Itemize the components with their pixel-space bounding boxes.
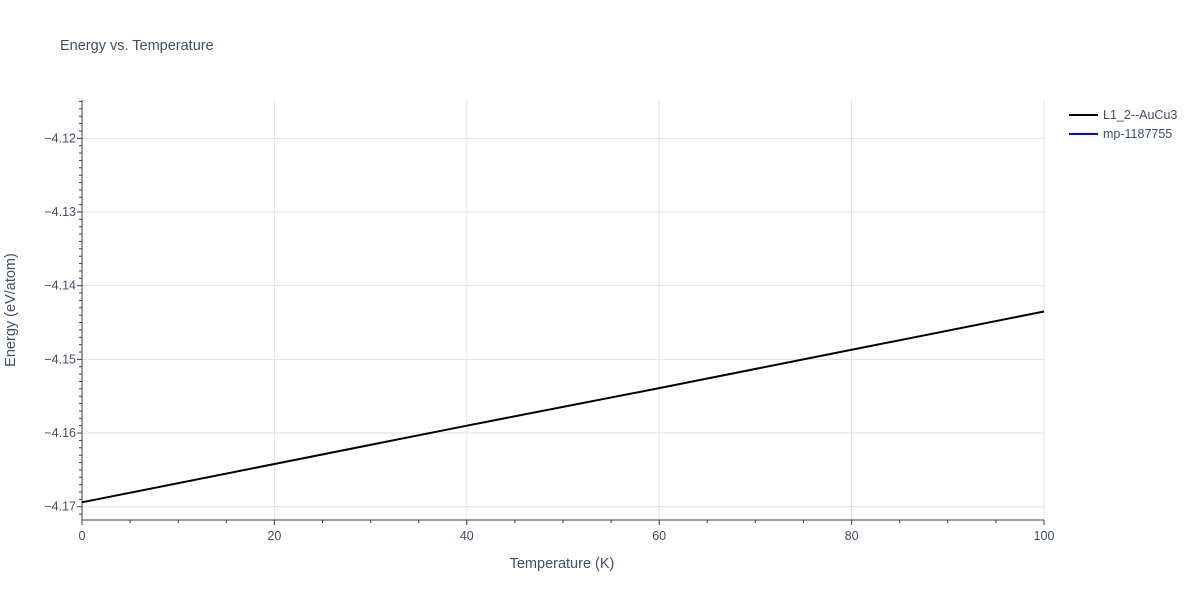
x-tick-label: 20 (267, 529, 281, 543)
x-tick-label: 80 (845, 529, 859, 543)
y-tick-label: −4.17 (44, 500, 76, 514)
y-axis-ticks: −4.17 −4.16 −4.15 −4.14 −4.13 −4.12 (44, 100, 82, 515)
chart-title: Energy vs. Temperature (60, 38, 214, 54)
y-tick-label: −4.12 (44, 131, 76, 145)
x-tick-label: 0 (79, 529, 86, 543)
x-axis-title: Temperature (K) (510, 556, 615, 572)
y-tick-label: −4.16 (44, 426, 76, 440)
y-tick-label: −4.15 (44, 352, 76, 366)
y-tick-label: −4.14 (44, 279, 76, 293)
grid-lines (82, 100, 1045, 520)
y-tick-label: −4.13 (44, 205, 76, 219)
legend-label: L1_2--AuCu3 (1103, 108, 1177, 122)
y-axis-title: Energy (eV/atom) (3, 253, 19, 367)
x-axis-ticks: 0 20 40 60 80 100 (79, 520, 1055, 543)
series-lines (81, 310, 1045, 504)
x-tick-label: 40 (460, 529, 474, 543)
x-tick-label: 100 (1034, 529, 1055, 543)
axes (81, 100, 1044, 521)
legend-label: mp-1187755 (1103, 127, 1172, 141)
series-line (81, 310, 1045, 504)
legend: L1_2--AuCu3 mp-1187755 (1069, 108, 1177, 141)
x-tick-label: 60 (652, 529, 666, 543)
